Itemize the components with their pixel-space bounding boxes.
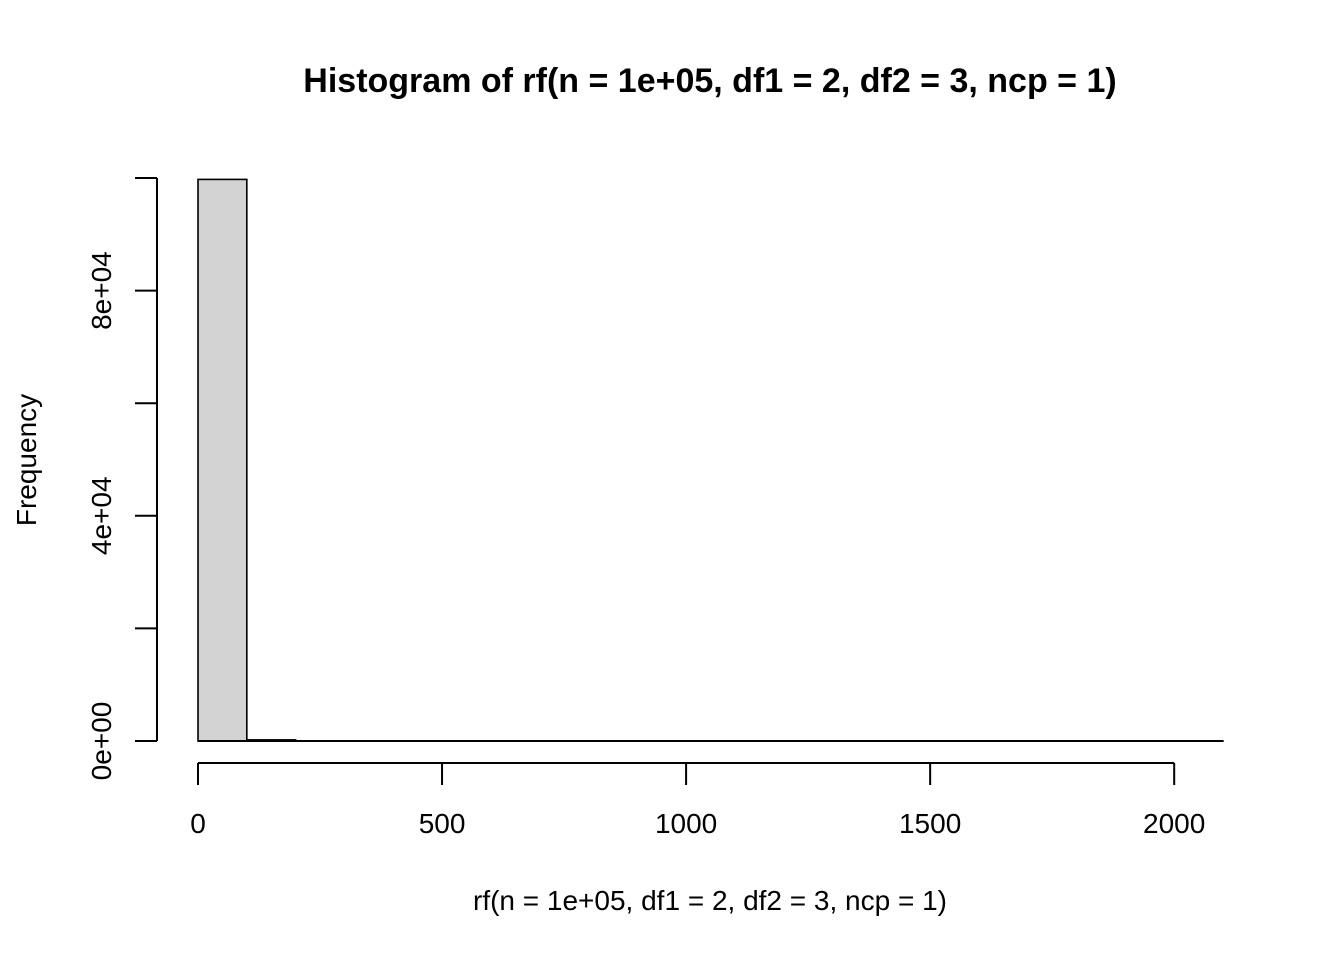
x-tick-label: 500	[419, 808, 466, 839]
histogram-bars	[197, 178, 1224, 742]
x-tick-label: 1500	[899, 808, 961, 839]
x-axis: 0 500 1000 1500 2000	[190, 762, 1205, 839]
x-axis-label: rf(n = 1e+05, df1 = 2, df2 = 3, ncp = 1)	[473, 885, 947, 916]
y-axis-label: Frequency	[11, 394, 42, 526]
y-tick-label: 0e+00	[86, 702, 117, 781]
y-axis: 0e+00 4e+04 8e+04	[86, 177, 158, 781]
x-tick-label: 2000	[1143, 808, 1205, 839]
y-tick-label: 8e+04	[86, 251, 117, 330]
x-tick-label: 0	[190, 808, 206, 839]
chart-title: Histogram of rf(n = 1e+05, df1 = 2, df2 …	[303, 62, 1116, 100]
y-tick-label: 4e+04	[86, 476, 117, 555]
x-tick-label: 1000	[655, 808, 717, 839]
histogram-bar	[197, 178, 248, 742]
